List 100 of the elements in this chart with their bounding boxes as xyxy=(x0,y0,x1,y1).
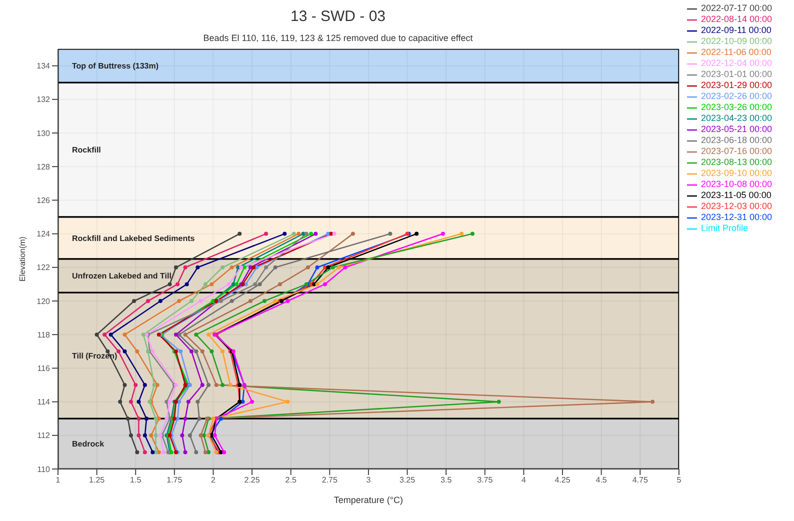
point xyxy=(250,400,254,404)
point xyxy=(238,232,242,236)
point xyxy=(174,332,178,337)
point xyxy=(142,450,147,454)
point xyxy=(496,400,501,404)
point xyxy=(296,232,301,236)
point xyxy=(164,416,169,421)
point xyxy=(149,433,154,438)
point xyxy=(220,265,225,270)
point xyxy=(134,383,138,387)
x-tick-label: 2 xyxy=(211,476,216,485)
x-axis-title: Temperature (°C) xyxy=(334,495,404,505)
legend-label: 2023-12-03 00:00 xyxy=(700,201,772,211)
point xyxy=(176,282,180,286)
legend-label: 2023-12-31 00:00 xyxy=(700,212,772,222)
point xyxy=(154,433,158,438)
legend-label: 2022-11-06 00:00 xyxy=(700,47,772,57)
y-tick-label: 120 xyxy=(36,296,51,306)
y-tick-label: 116 xyxy=(37,364,51,374)
point xyxy=(218,299,223,303)
point xyxy=(262,299,266,303)
point xyxy=(162,450,166,454)
x-tick-label: 4 xyxy=(521,476,526,485)
point xyxy=(326,232,330,236)
band-label: Top of Buttress (133m) xyxy=(72,62,159,71)
point xyxy=(253,282,258,286)
point xyxy=(203,450,208,454)
point xyxy=(210,349,214,354)
point xyxy=(154,416,158,421)
point xyxy=(228,383,232,387)
point xyxy=(220,349,225,354)
point xyxy=(122,349,127,354)
chart-title: 13 - SWD - 03 xyxy=(289,8,387,25)
point xyxy=(309,232,314,236)
point xyxy=(236,265,240,270)
legend-label: 2022-08-14 00:00 xyxy=(700,14,772,24)
x-tick-label: 4.25 xyxy=(554,476,571,485)
point xyxy=(198,433,203,438)
point xyxy=(470,232,474,236)
point xyxy=(206,383,211,387)
point xyxy=(186,400,190,404)
point xyxy=(212,433,217,438)
point xyxy=(226,282,231,286)
y-tick-label: 112 xyxy=(37,431,51,440)
point xyxy=(183,265,188,270)
y-tick-label: 122 xyxy=(36,263,51,272)
point xyxy=(194,450,198,454)
point xyxy=(174,265,178,270)
point xyxy=(315,282,320,286)
point xyxy=(239,265,244,270)
point xyxy=(230,299,234,303)
point xyxy=(142,433,147,438)
point xyxy=(282,232,287,236)
point xyxy=(183,450,188,454)
point xyxy=(183,332,188,337)
x-tick-label: 4.5 xyxy=(596,476,608,485)
point xyxy=(164,400,169,404)
point xyxy=(414,232,419,236)
legend-label: 2023-07-16 00:00 xyxy=(700,146,772,156)
point xyxy=(150,450,155,454)
point xyxy=(102,332,107,337)
point xyxy=(132,299,136,303)
point xyxy=(136,416,141,421)
point xyxy=(94,332,99,337)
legend-label: 2022-10-09 00:00 xyxy=(700,36,772,46)
legend-label: 2023-10-08 00:00 xyxy=(700,179,772,189)
point xyxy=(178,349,183,354)
legend-label: 2023-05-21 00:00 xyxy=(700,124,772,134)
legend-label: 2022-07-17 00:00 xyxy=(700,3,772,13)
point xyxy=(135,349,140,354)
x-tick-label: 2.25 xyxy=(244,476,260,485)
point xyxy=(315,265,320,270)
x-tick-label: 1 xyxy=(56,476,61,485)
point xyxy=(194,332,198,337)
point xyxy=(330,265,335,270)
point xyxy=(200,349,204,354)
x-tick-label: 1.25 xyxy=(89,476,106,485)
point xyxy=(144,416,148,421)
point xyxy=(150,349,155,354)
band-label: Rockfill xyxy=(72,146,101,155)
y-tick-label: 132 xyxy=(36,95,51,104)
point xyxy=(211,416,216,421)
point xyxy=(278,282,282,286)
point xyxy=(177,299,182,303)
point xyxy=(196,265,200,270)
point xyxy=(323,282,328,286)
point xyxy=(168,282,172,286)
x-tick-label: 3 xyxy=(366,476,372,485)
point xyxy=(292,232,296,236)
point xyxy=(286,299,290,303)
y-tick-label: 128 xyxy=(36,162,51,172)
y-axis-title: Elevation(m) xyxy=(18,236,27,282)
point xyxy=(126,416,130,421)
point xyxy=(332,232,336,236)
point xyxy=(200,383,204,387)
band-label: Rockfill and Lakebed Sediments xyxy=(72,234,196,243)
point xyxy=(314,232,318,236)
point xyxy=(135,450,140,454)
point xyxy=(196,400,200,404)
point xyxy=(122,383,127,387)
